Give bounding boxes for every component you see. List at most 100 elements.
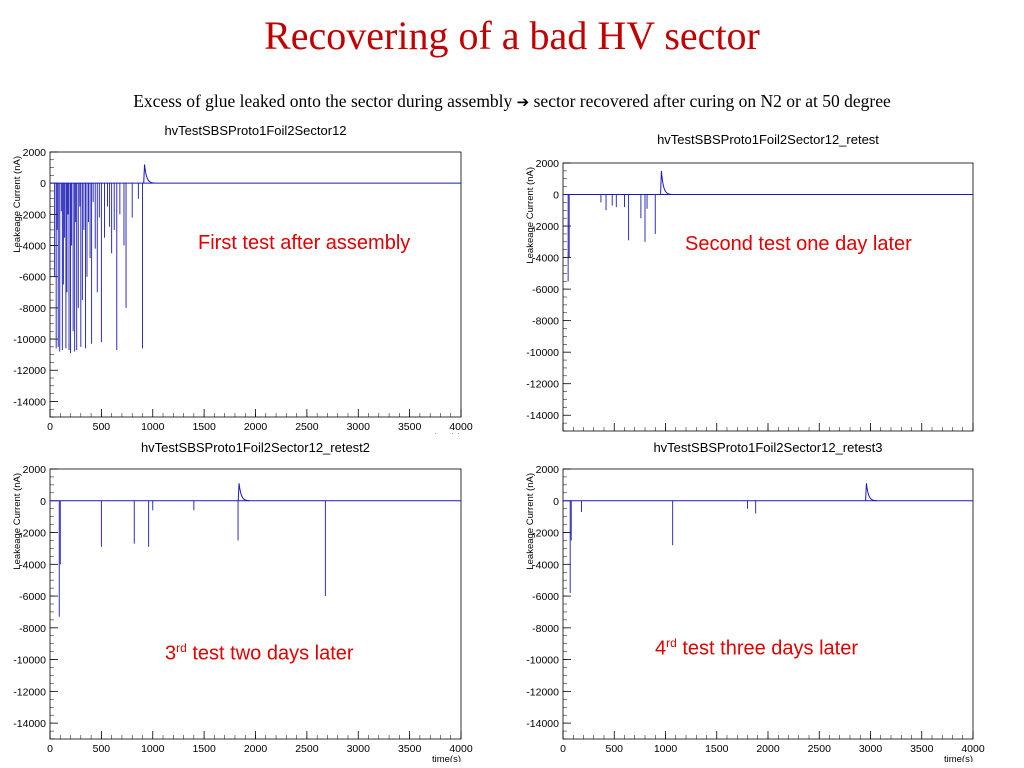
x-tick-label: 4000 [449, 743, 473, 755]
x-tick-label: 1500 [192, 421, 216, 433]
x-tick-label: 1500 [705, 743, 729, 755]
y-tick-label: -2000 [19, 209, 46, 221]
chart-title: hvTestSBSProto1Foil2Sector12 [164, 123, 346, 138]
y-tick-label: 0 [553, 496, 559, 508]
y-tick-label: -6000 [532, 591, 559, 603]
y-tick-label: 0 [553, 190, 559, 202]
x-tick-label: 500 [93, 743, 111, 755]
y-axis-label: Leakeage Current (nA) [525, 473, 536, 570]
y-tick-label: -14000 [526, 718, 559, 730]
subtitle-cause: Excess of glue leaked onto the sector du… [133, 91, 513, 111]
chart-svg: hvTestSBSProto1Foil2Sector12_retest3 2000… [525, 440, 985, 762]
x-tick-label: 3500 [910, 435, 934, 436]
annotation-text: test three days later [682, 637, 859, 660]
y-tick-label: -12000 [13, 686, 46, 698]
x-tick-label: 2000 [756, 743, 780, 755]
x-tick-label: 4000 [449, 421, 473, 433]
subtitle-result: sector recovered after curing on N2 or a… [533, 91, 891, 111]
x-tick-label: 0 [47, 421, 53, 433]
x-tick-label: 500 [605, 435, 623, 436]
annotation-first-test: First test after assembly [198, 232, 410, 255]
chart-svg: hvTestSBSProto1Foil2Sector12_retest 2000 0… [525, 132, 985, 436]
y-tick-label: -12000 [13, 365, 46, 377]
x-tick-label: 3500 [398, 421, 422, 433]
y-tick-label: -10000 [13, 655, 46, 667]
y-tick-label: -2000 [19, 528, 46, 540]
x-tick-label: 3500 [910, 743, 934, 755]
current-spike [660, 170, 672, 195]
x-tick-label: 3000 [347, 743, 371, 755]
y-tick-label: -8000 [19, 303, 46, 315]
y-tick-label: 0 [40, 178, 46, 190]
chart-svg: hvTestSBSProto1Foil2Sector12 2000 0 -2000 -4… [12, 123, 473, 434]
y-tick-label: -14000 [13, 396, 46, 408]
x-axis-label: time(s) [432, 432, 461, 434]
x-tick-label: 1000 [654, 435, 678, 436]
slide-title: Recovering of a bad HV sector [264, 13, 760, 58]
chart-panel-retest3: hvTestSBSProto1Foil2Sector12_retest3 2000… [515, 437, 1011, 762]
annotation-second-test: Second test one day later [685, 233, 912, 256]
chart-svg: hvTestSBSProto1Foil2Sector12_retest2 2000… [12, 440, 473, 762]
x-tick-label: 2500 [295, 421, 319, 433]
x-tick-label: 3000 [347, 421, 371, 433]
y-tick-label: 2000 [536, 158, 560, 170]
x-tick-label: 3000 [859, 435, 883, 436]
x-tick-label: 0 [560, 743, 566, 755]
y-tick-label: -10000 [526, 347, 559, 359]
x-tick-label: 2000 [244, 743, 268, 755]
y-tick-label: -14000 [526, 410, 559, 422]
x-tick-label: 0 [47, 743, 53, 755]
y-tick-label: -2000 [532, 221, 559, 233]
chart-panel-retest2: hvTestSBSProto1Foil2Sector12_retest2 2000… [8, 437, 504, 762]
y-tick-label: 2000 [536, 464, 560, 476]
x-tick-label: 2500 [808, 743, 832, 755]
plot-frame [562, 468, 974, 740]
right-arrow-icon: ➔ [516, 93, 530, 111]
current-spike [143, 164, 155, 184]
annotation-text: Second test one day later [685, 233, 912, 255]
x-tick-label: 1000 [654, 743, 678, 755]
x-tick-label: 2500 [808, 435, 832, 436]
current-spike [237, 483, 250, 502]
chart-title: hvTestSBSProto1Foil2Sector12_retest2 [141, 440, 370, 455]
slide-subtitle: Excess of glue leaked onto the sector du… [0, 91, 1024, 112]
y-tick-label: -12000 [526, 686, 559, 698]
y-tick-label: -6000 [19, 591, 46, 603]
x-tick-label: 3500 [398, 743, 422, 755]
annotation-ordinal-suffix: rd [176, 641, 187, 655]
chart-title: hvTestSBSProto1Foil2Sector12_retest3 [653, 440, 882, 455]
x-tick-label: 500 [93, 421, 111, 433]
x-axis-label: time(s) [944, 754, 973, 762]
y-tick-label: -14000 [13, 718, 46, 730]
x-tick-label: 1500 [192, 743, 216, 755]
y-axis-label: Leakeage Current (nA) [12, 156, 23, 253]
annotation-third-test: 3rd test two days later [165, 641, 354, 666]
annotation-text: First test after assembly [198, 232, 411, 254]
x-tick-label: 2000 [244, 421, 268, 433]
y-tick-label: -10000 [13, 334, 46, 346]
x-tick-label: 1000 [141, 421, 165, 433]
y-tick-label: -4000 [532, 559, 559, 571]
y-tick-label: -8000 [532, 623, 559, 635]
x-tick-label: 500 [605, 743, 623, 755]
y-tick-label: -2000 [532, 528, 559, 540]
y-tick-label: -6000 [532, 284, 559, 296]
annotation-ordinal: 4 [655, 637, 667, 660]
x-tick-label: 1000 [141, 743, 165, 755]
y-tick-label: 2000 [23, 147, 47, 159]
y-tick-label: -6000 [19, 272, 46, 284]
x-tick-label: 2500 [295, 743, 319, 755]
annotation-ordinal: 3 [165, 642, 177, 665]
x-tick-label: 3000 [859, 743, 883, 755]
y-tick-label: 2000 [23, 464, 47, 476]
plot-frame [49, 468, 462, 740]
x-tick-label: 0 [560, 435, 566, 436]
y-tick-label: -8000 [532, 316, 559, 328]
y-tick-label: -12000 [526, 379, 559, 391]
y-tick-label: -4000 [532, 253, 559, 265]
y-axis-label: Leakeage Current (nA) [12, 473, 23, 570]
y-tick-label: 0 [40, 496, 46, 508]
y-tick-label: -4000 [19, 241, 46, 253]
chart-title: hvTestSBSProto1Foil2Sector12_retest [657, 132, 879, 147]
x-tick-label: 2000 [756, 435, 780, 436]
